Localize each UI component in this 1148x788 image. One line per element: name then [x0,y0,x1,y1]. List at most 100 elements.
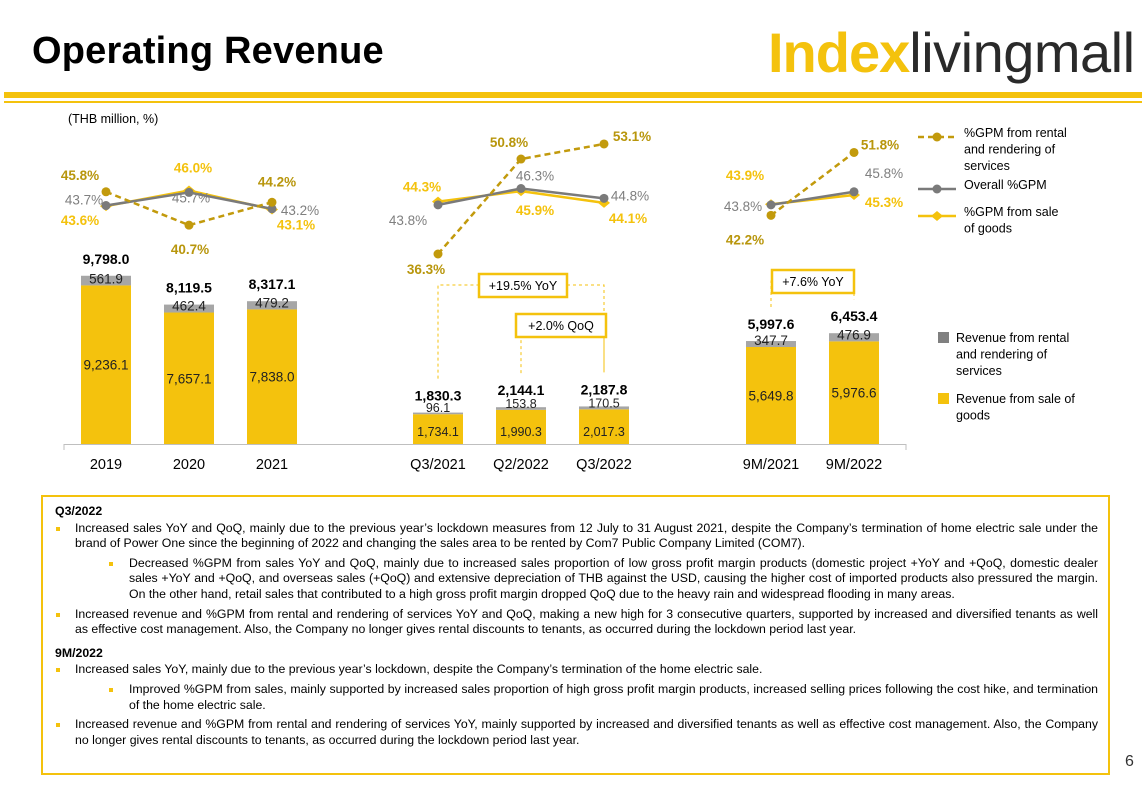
x-tick-label: 9M/2021 [743,457,799,473]
annotation-box [514,312,608,339]
label-total: 2,144.1 [498,382,545,398]
legend-label-gpm-overall: Overall %GPM [964,178,1047,192]
bar-sale-of-goods [81,285,131,444]
label-rental-services: 153.8 [505,397,536,411]
bar-rental-services [746,341,796,347]
label-rental-services: 561.9 [89,271,123,286]
label-gpm-sale: 43.9% [726,168,764,183]
commentary-box: Q3/2022 Increased sales YoY and QoQ, mai… [41,495,1110,775]
marker-gpm-rental [267,197,277,207]
marker-gpm-rental [599,139,609,149]
bar-rental-services [413,412,463,415]
logo-bold-text: Index [768,21,910,84]
label-gpm-overall: 43.2% [281,203,319,218]
legend-label-rental-services: services [956,364,1002,378]
marker-gpm-overall [599,193,609,203]
label-rental-services: 170.5 [588,396,619,410]
label-rental-services: 462.4 [172,299,206,314]
x-tick-label: 9M/2022 [826,457,882,473]
q3-note-1: Increased sales YoY and QoQ, mainly due … [56,520,1098,551]
label-total: 9,798.0 [83,251,130,267]
x-tick-label: 2019 [90,457,122,473]
label-sale-of-goods: 1,990.3 [500,425,542,439]
label-total: 2,187.8 [581,381,628,397]
q3-note-3: Increased revenue and %GPM from rental a… [56,606,1098,637]
q3-note-2: Decreased %GPM from sales YoY and QoQ, m… [109,555,1098,601]
page-title: Operating Revenue [32,30,384,72]
bar-sale-of-goods [746,346,796,444]
bar-sale-of-goods [496,409,546,444]
marker-gpm-overall [849,187,859,197]
label-gpm-overall: 43.8% [389,213,427,228]
legend-marker-gpm-overall [932,184,942,194]
legend-label-gpm-rental: %GPM from rental [964,126,1067,140]
marker-gpm-overall [101,201,111,211]
marker-gpm-rental [101,187,111,197]
label-rental-services: 96.1 [426,401,450,415]
label-total: 8,317.1 [249,276,296,292]
header-rule-thin [4,101,1142,103]
label-gpm-rental: 36.3% [407,262,445,277]
bar-sale-of-goods [829,341,879,444]
bar-rental-services [81,275,131,286]
nm-note-2: Improved %GPM from sales, mainly support… [109,681,1098,712]
label-gpm-rental: 40.7% [171,242,209,257]
bar-sale-of-goods [164,312,214,444]
legend-label-sale-of-goods: goods [956,409,990,423]
label-total: 5,997.6 [748,316,795,332]
marker-gpm-overall [766,200,776,210]
legend-label-gpm-sale: of goods [964,222,1012,236]
bar-rental-services [496,407,546,410]
x-tick-label: 2021 [256,457,288,473]
label-total: 6,453.4 [831,308,878,324]
nm-section-title: 9M/2022 [55,645,103,660]
marker-gpm-rental [184,220,194,230]
annotation-qoq: +2.0% QoQ [528,319,594,333]
label-rental-services: 347.7 [754,333,788,348]
label-total: 8,119.5 [166,280,212,296]
annotation-box [770,268,856,295]
label-rental-services: 476.9 [837,327,871,342]
label-gpm-overall: 43.8% [724,199,762,214]
legend-label-gpm-rental: and rendering of [964,143,1056,157]
q3-section-title: Q3/2022 [55,504,103,518]
label-gpm-rental: 45.8% [61,168,99,183]
line-gpm-rental [437,142,605,255]
legend-marker-gpm-sale [931,211,943,221]
company-logo: Indexlivingmall [768,18,1135,88]
marker-gpm-rental [849,147,859,157]
label-gpm-sale: 45.3% [865,195,903,210]
x-tick-label: 2020 [173,457,205,473]
label-sale-of-goods: 5,649.8 [748,388,793,403]
legend-label-sale-of-goods: Revenue from sale of [956,392,1075,406]
label-gpm-sale: 46.0% [174,160,212,175]
x-tick-label: Q3/2022 [576,457,632,473]
label-gpm-overall: 44.8% [611,188,649,203]
label-gpm-sale: 43.1% [277,217,315,232]
legend-label-rental-services: and rendering of [956,348,1048,362]
legend-label-gpm-rental: services [964,159,1010,173]
line-gpm-rental [770,151,855,217]
bar-rental-services [579,406,629,410]
x-tick-label: Q2/2022 [493,457,549,473]
nm-note-1: Increased sales YoY, mainly due to the p… [56,662,1098,678]
label-gpm-overall: 45.8% [865,166,903,181]
label-gpm-overall: 43.7% [65,193,103,208]
marker-gpm-overall [433,200,443,210]
nm-note-3: Increased revenue and %GPM from rental a… [56,717,1098,747]
bar-rental-services [164,304,214,313]
x-tick-label: Q3/2021 [410,457,466,473]
marker-gpm-overall [184,187,194,197]
annotation-bracket [567,284,605,373]
label-gpm-overall: 46.3% [516,169,554,184]
line-gpm-overall [770,190,855,207]
label-sale-of-goods: 2,017.3 [583,425,625,439]
label-gpm-rental: 42.2% [726,232,764,247]
label-sale-of-goods: 1,734.1 [417,425,459,439]
label-gpm-overall: 45.7% [172,190,210,205]
header-rule [4,92,1142,98]
marker-gpm-rental [516,154,526,164]
marker-gpm-overall [267,204,277,214]
unit-label: (THB million, %) [68,112,158,126]
label-total: 1,830.3 [415,388,462,404]
